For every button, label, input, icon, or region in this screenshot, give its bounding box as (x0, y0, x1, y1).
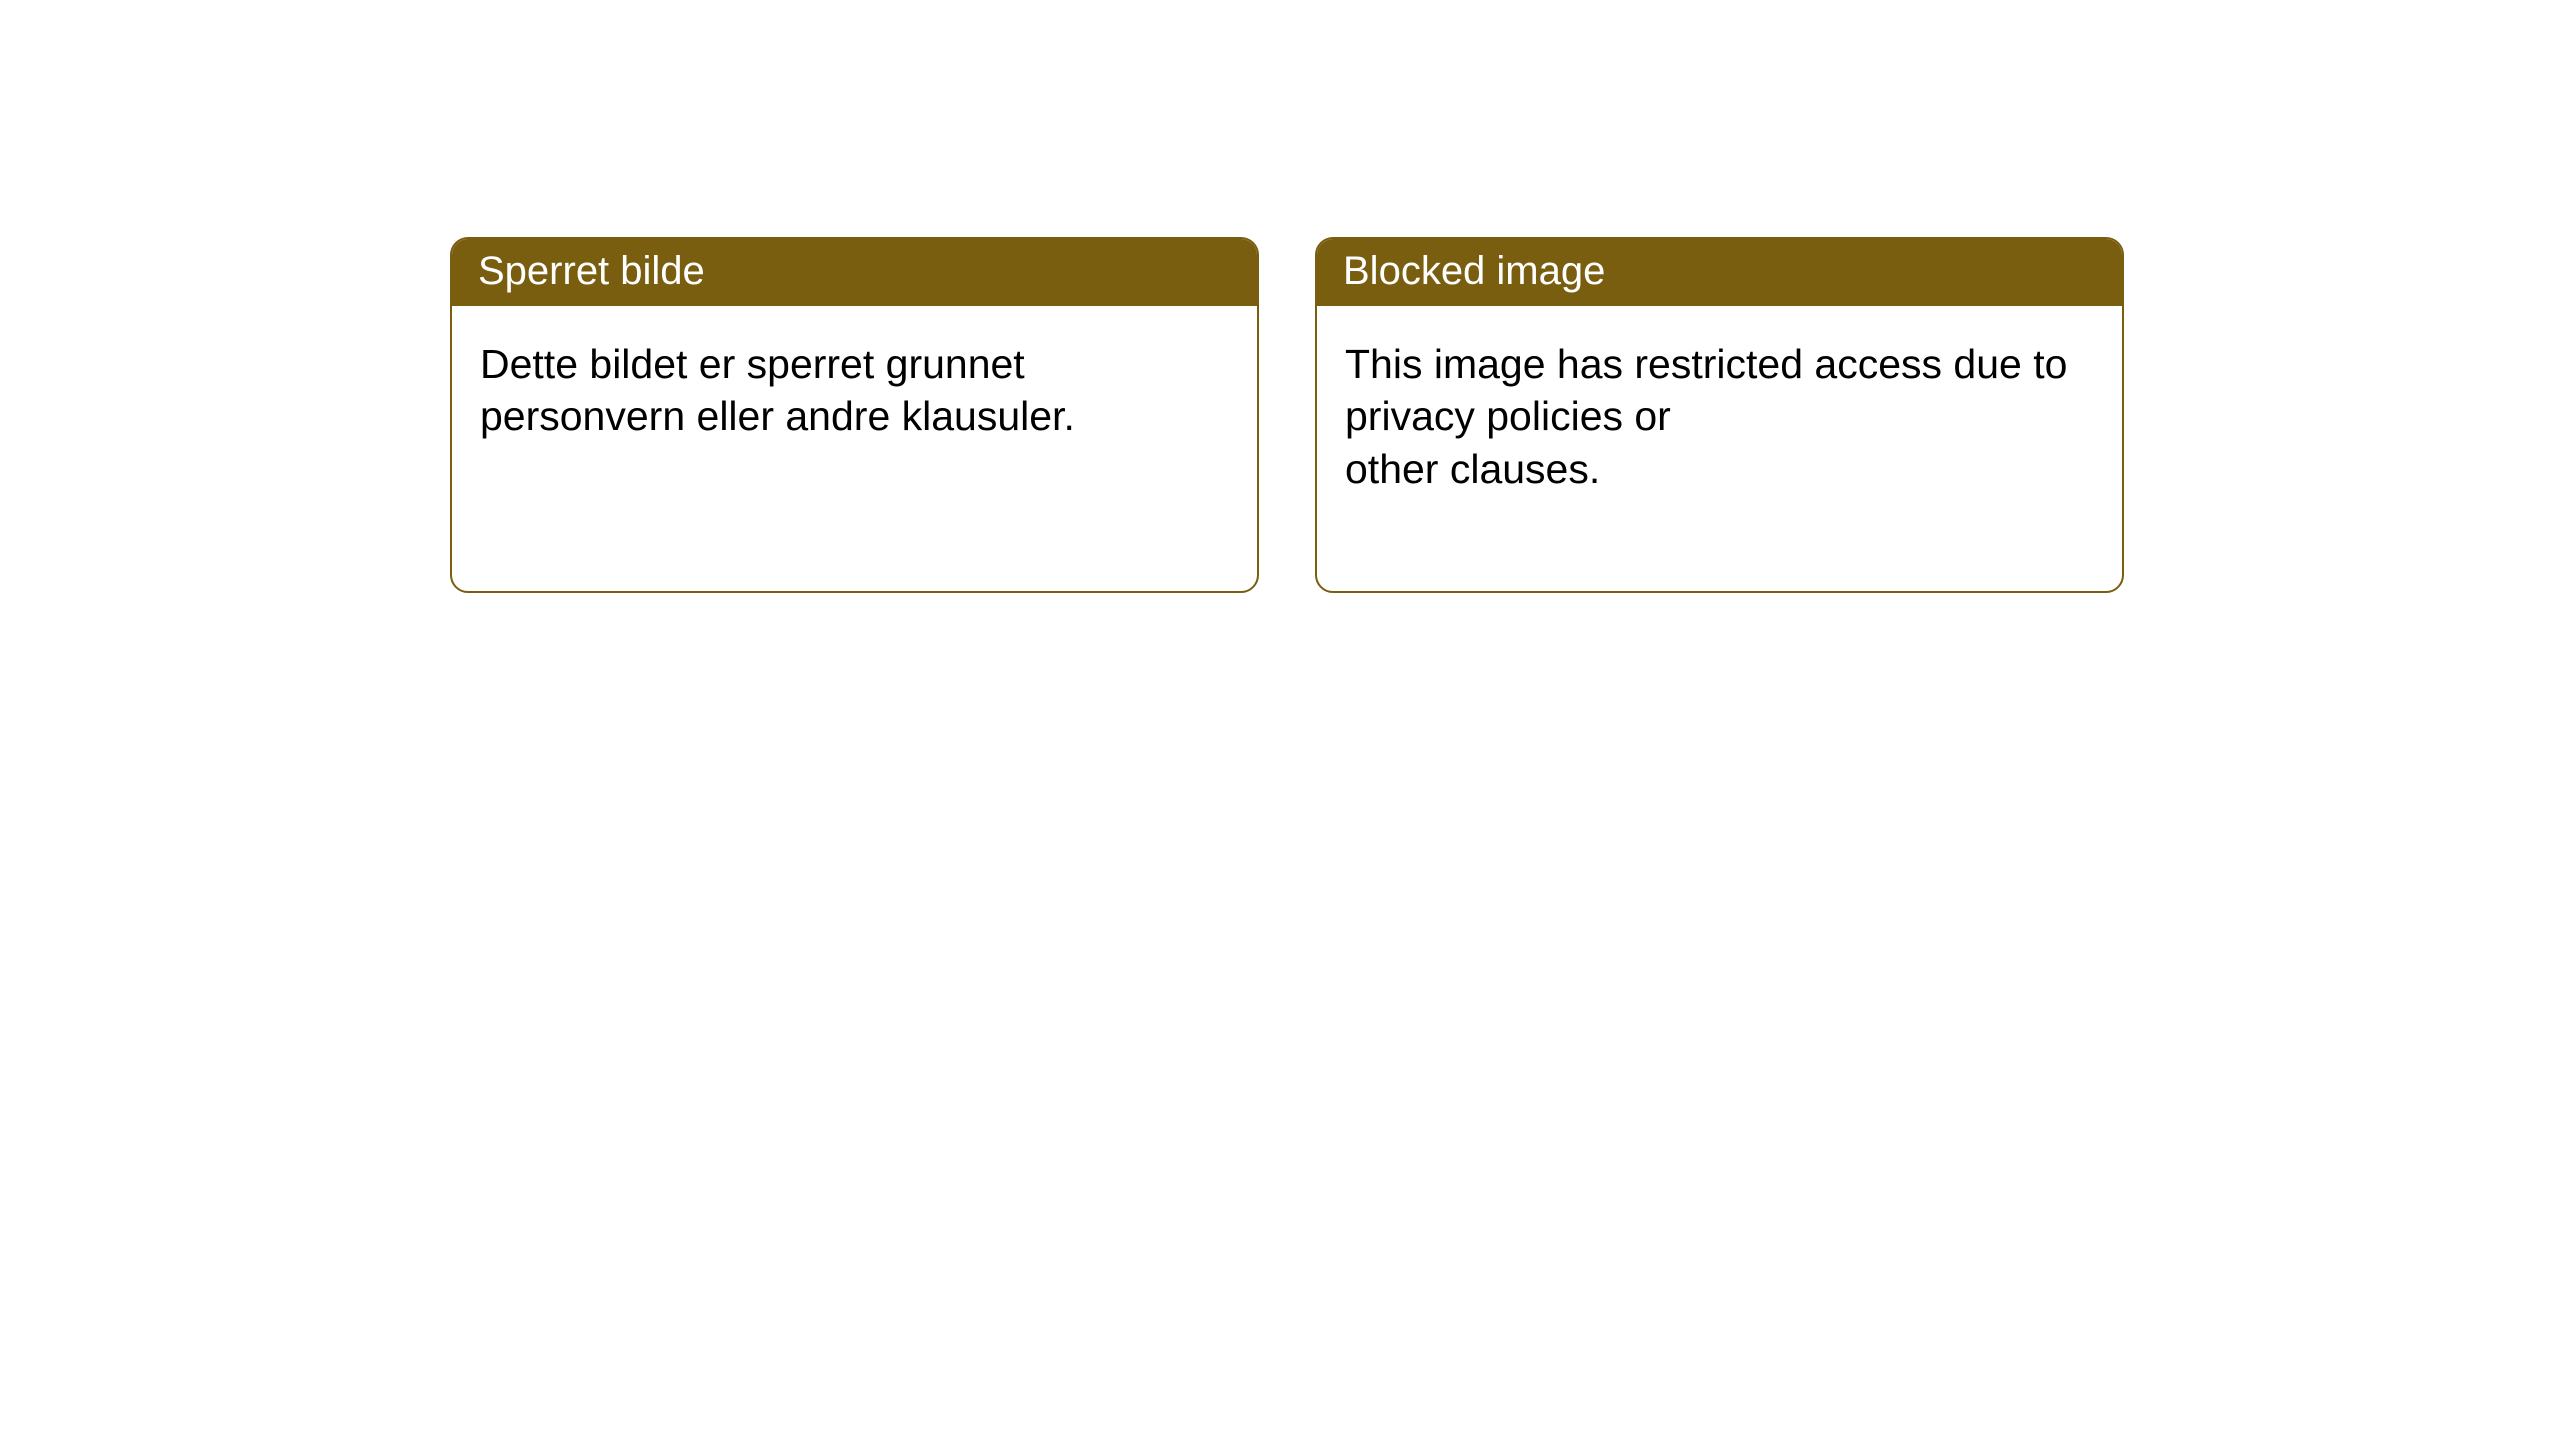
notice-container: Sperret bilde Dette bildet er sperret gr… (0, 0, 2560, 593)
notice-card-english: Blocked image This image has restricted … (1315, 237, 2124, 593)
notice-body-text-norwegian: Dette bildet er sperret grunnet personve… (480, 341, 1075, 439)
notice-body-text-english: This image has restricted access due to … (1345, 341, 2067, 492)
notice-body-norwegian: Dette bildet er sperret grunnet personve… (452, 306, 1257, 539)
notice-body-english: This image has restricted access due to … (1317, 306, 2122, 591)
notice-header-english: Blocked image (1317, 239, 2122, 306)
notice-header-norwegian: Sperret bilde (452, 239, 1257, 306)
notice-card-norwegian: Sperret bilde Dette bildet er sperret gr… (450, 237, 1259, 593)
